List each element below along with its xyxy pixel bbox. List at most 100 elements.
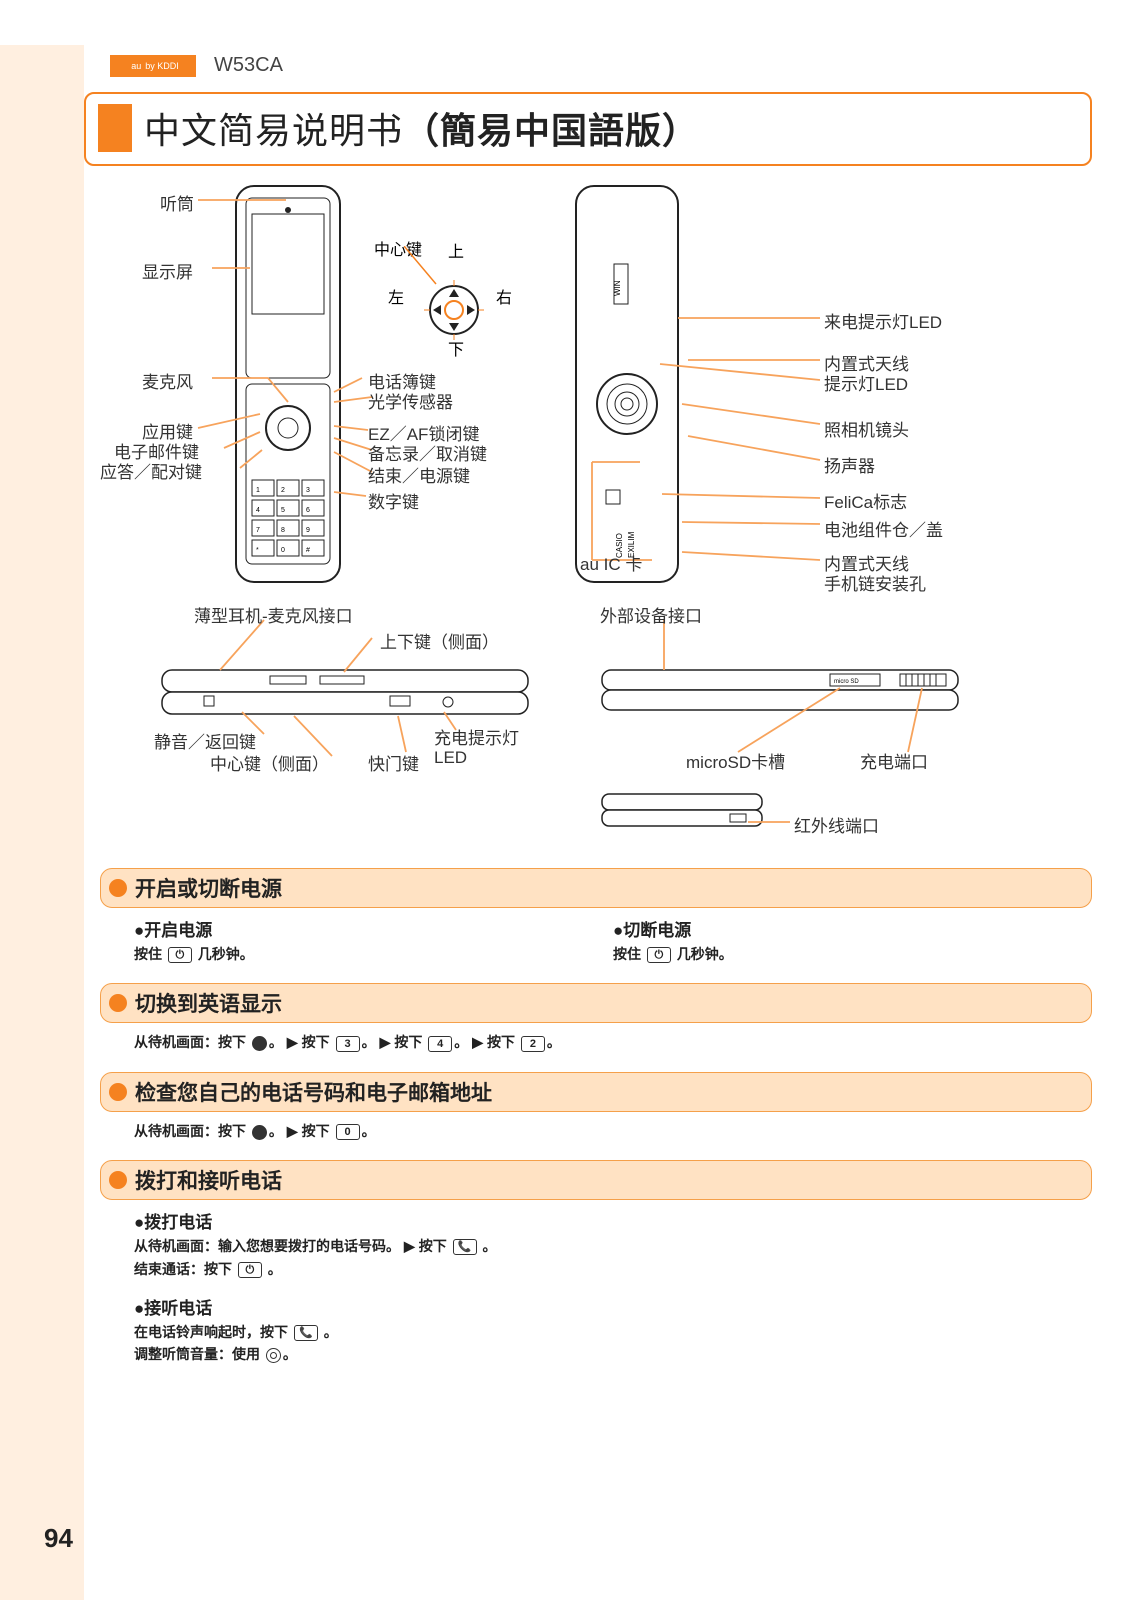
phone-side-left-illustration xyxy=(160,662,530,718)
center-key-diagram: 中心键 上 左 右 下 xyxy=(374,226,534,376)
power-key-icon: ⏻ xyxy=(647,947,671,963)
brand-sub: by KDDI xyxy=(145,61,179,71)
section-header-power: 开启或切断电源 xyxy=(100,868,1092,908)
section-header-calls: 拨打和接听电话 xyxy=(100,1160,1092,1200)
bullet-icon xyxy=(109,1171,127,1189)
call-key-icon: 📞 xyxy=(294,1325,318,1341)
sub-text: 按住 ⏻ 几秒钟。 xyxy=(134,943,613,965)
sub-head: ●切断电源 xyxy=(613,916,1092,941)
section-title: 检查您自己的电话号码和电子邮箱地址 xyxy=(135,1077,492,1107)
label-updown-side: 上下键（侧面） xyxy=(380,628,499,653)
model-code: W53CA xyxy=(214,54,283,77)
right-label: 右 xyxy=(496,284,512,308)
sub-text: 按住 ⏻ 几秒钟。 xyxy=(613,943,1092,965)
parts-diagram: 123 456 789 *0# 中心键 上 左 右 下 WIN xyxy=(100,172,1060,852)
section-title: 开启或切断电源 xyxy=(135,873,282,903)
label-charge-led-1: 充电提示灯 xyxy=(434,724,519,749)
side-tab xyxy=(0,45,84,1600)
label-shutter: 快门键 xyxy=(368,750,419,775)
power-key-icon: ⏻ xyxy=(168,947,192,963)
page-number: 94 xyxy=(44,1523,73,1554)
num-key-icon: 4 xyxy=(428,1036,452,1052)
label-camera-lens: 照相机镜头 xyxy=(824,416,909,441)
sub-head: ●开启电源 xyxy=(134,916,613,941)
direction-pad-icon xyxy=(424,280,484,340)
bullet-icon xyxy=(109,879,127,897)
svg-text:6: 6 xyxy=(306,507,310,514)
label-au-ic: au IC 卡 xyxy=(580,550,642,575)
sub-head-receive-call: ●接听电话 xyxy=(134,1294,1092,1319)
section-title: 拨打和接听电话 xyxy=(135,1165,282,1195)
svg-text:7: 7 xyxy=(256,527,260,534)
label-strap-hole: 手机链安装孔 xyxy=(824,570,926,595)
label-number-keys: 数字键 xyxy=(368,488,419,513)
svg-text:#: # xyxy=(306,547,310,554)
section-header-own-number: 检查您自己的电话号码和电子邮箱地址 xyxy=(100,1072,1092,1112)
label-charge-port: 充电端口 xyxy=(860,748,928,773)
label-mic: 麦克风 xyxy=(142,368,193,393)
call-key-icon: 📞 xyxy=(453,1239,477,1255)
section-body-calls: ●拨打电话 从待机画面：输入您想要拨打的电话号码。▶按下 📞 。 结束通话：按下… xyxy=(134,1208,1092,1366)
left-label: 左 xyxy=(388,284,404,308)
bullet-icon xyxy=(109,994,127,1012)
phone-bottom-illustration xyxy=(600,790,764,830)
label-center-side: 中心键（侧面） xyxy=(210,750,329,775)
title-part2: （簡易中国語版） xyxy=(403,110,699,151)
instruction-sections: 开启或切断电源 ●开启电源 按住 ⏻ 几秒钟。 ●切断电源 按住 ⏻ 几秒钟。 … xyxy=(100,868,1092,1384)
brand-badge: au by KDDI xyxy=(110,55,196,77)
section-title: 切换到英语显示 xyxy=(135,988,282,1018)
phone-side-right-illustration: micro SD xyxy=(600,664,960,714)
section-header-english: 切换到英语显示 xyxy=(100,983,1092,1023)
label-answer-key: 应答／配对键 xyxy=(100,458,202,483)
label-display: 显示屏 xyxy=(142,258,193,283)
svg-text:4: 4 xyxy=(256,507,260,514)
label-thin-earphone: 薄型耳机-麦克风接口 xyxy=(194,602,353,627)
svg-text:9: 9 xyxy=(306,527,310,534)
center-key-leader-icon xyxy=(404,246,444,286)
phone-front-illustration: 123 456 789 *0# xyxy=(232,184,344,584)
page-title: 中文简易说明书（簡易中国語版） xyxy=(144,102,699,154)
svg-text:micro SD: micro SD xyxy=(834,679,859,685)
page-header: au by KDDI W53CA xyxy=(110,54,283,77)
label-speaker: 扬声器 xyxy=(824,452,875,477)
label-ir-port: 红外线端口 xyxy=(794,812,879,837)
label-battery-cover: 电池组件仓／盖 xyxy=(824,516,943,541)
col-power-off: ●切断电源 按住 ⏻ 几秒钟。 xyxy=(613,916,1092,965)
label-microsd: microSD卡槽 xyxy=(686,748,785,773)
title-part1: 中文简易说明书 xyxy=(144,110,403,151)
num-key-icon: 3 xyxy=(336,1036,360,1052)
sub-head-make-call: ●拨打电话 xyxy=(134,1208,1092,1233)
label-optical-sensor: 光学传感器 xyxy=(368,388,453,413)
label-external-port: 外部设备接口 xyxy=(600,602,702,627)
instruction-line: 从待机画面：按下 。▶按下 0。 xyxy=(134,1120,1092,1142)
svg-text:0: 0 xyxy=(281,547,285,554)
bullet-icon xyxy=(109,1083,127,1101)
section-body-own-number: 从待机画面：按下 。▶按下 0。 xyxy=(134,1120,1092,1142)
label-incoming-led: 来电提示灯LED xyxy=(824,308,942,333)
num-key-icon: 0 xyxy=(336,1124,360,1140)
section-body-power: ●开启电源 按住 ⏻ 几秒钟。 ●切断电源 按住 ⏻ 几秒钟。 xyxy=(134,916,1092,965)
svg-text:WIN: WIN xyxy=(613,280,622,296)
label-indicator-led: 提示灯LED xyxy=(824,370,908,395)
phone-back-illustration: WIN CASIO EXILIM xyxy=(572,184,682,584)
center-key-icon xyxy=(252,1036,267,1051)
up-label: 上 xyxy=(448,238,464,262)
svg-text:1: 1 xyxy=(256,487,260,494)
svg-text:*: * xyxy=(256,547,259,554)
sub-text: 调整听筒音量：使用 。 xyxy=(134,1343,1092,1365)
label-end-power: 结束／电源键 xyxy=(368,462,470,487)
label-earpiece: 听筒 xyxy=(160,190,194,215)
brand-text: au xyxy=(131,61,141,71)
instruction-line: 从待机画面：按下 。▶按下 3。▶按下 4。▶按下 2。 xyxy=(134,1031,1092,1053)
sub-text: 从待机画面：输入您想要拨打的电话号码。▶按下 📞 。 xyxy=(134,1235,1092,1257)
svg-text:3: 3 xyxy=(306,487,310,494)
sub-text: 结束通话：按下 ⏻ 。 xyxy=(134,1258,1092,1280)
section-body-english: 从待机画面：按下 。▶按下 3。▶按下 4。▶按下 2。 xyxy=(134,1031,1092,1053)
power-key-icon: ⏻ xyxy=(238,1262,262,1278)
title-bar: 中文简易说明书（簡易中国語版） xyxy=(84,92,1092,166)
sub-text: 在电话铃声响起时，按下 📞 。 xyxy=(134,1321,1092,1343)
center-key-icon xyxy=(252,1125,267,1140)
direction-key-icon xyxy=(266,1348,281,1363)
col-power-on: ●开启电源 按住 ⏻ 几秒钟。 xyxy=(134,916,613,965)
svg-text:2: 2 xyxy=(281,487,285,494)
